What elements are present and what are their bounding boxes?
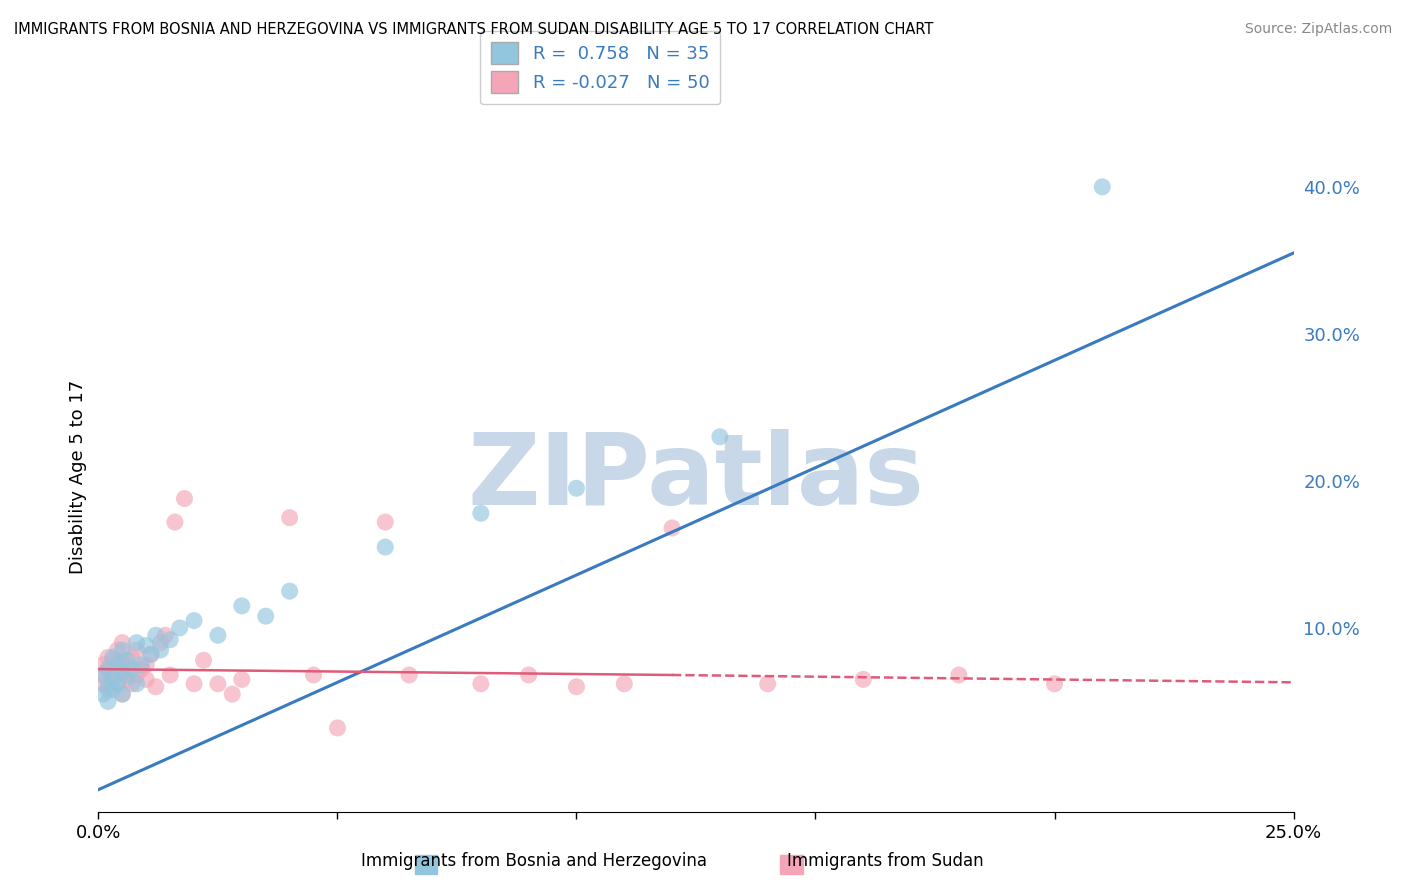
Point xyxy=(91,687,114,701)
Point xyxy=(231,673,253,687)
Point xyxy=(221,687,243,701)
Point xyxy=(111,687,134,701)
Point xyxy=(183,614,205,628)
Point xyxy=(145,680,167,694)
Point xyxy=(97,662,120,676)
Point xyxy=(756,677,779,691)
Point xyxy=(125,677,148,691)
Point xyxy=(97,662,120,676)
Point xyxy=(254,609,277,624)
Point xyxy=(97,680,120,694)
Point xyxy=(101,682,124,697)
Point xyxy=(661,521,683,535)
Point xyxy=(1043,677,1066,691)
Point xyxy=(139,648,162,662)
Point xyxy=(125,643,148,657)
Point xyxy=(278,584,301,599)
Point xyxy=(149,643,172,657)
Point xyxy=(107,677,129,691)
Point xyxy=(852,673,875,687)
Point xyxy=(111,687,134,701)
Point xyxy=(302,668,325,682)
Point xyxy=(111,665,134,679)
Point xyxy=(97,694,120,708)
Point xyxy=(1091,179,1114,194)
Point xyxy=(517,668,540,682)
Point xyxy=(91,657,114,672)
Text: ZIPatlas: ZIPatlas xyxy=(468,429,924,525)
Point xyxy=(709,430,731,444)
Point xyxy=(159,632,181,647)
Point xyxy=(91,668,114,682)
Point xyxy=(121,662,143,676)
Point xyxy=(91,668,114,682)
Point xyxy=(121,677,143,691)
Point xyxy=(107,643,129,657)
Point xyxy=(163,515,186,529)
Point xyxy=(169,621,191,635)
Point xyxy=(115,657,138,672)
Point xyxy=(101,650,124,665)
Point xyxy=(101,673,124,687)
Text: Source: ZipAtlas.com: Source: ZipAtlas.com xyxy=(1244,22,1392,37)
Point xyxy=(613,677,636,691)
Point xyxy=(565,680,588,694)
Point xyxy=(97,682,120,697)
Point xyxy=(125,668,148,682)
Point xyxy=(135,673,157,687)
Text: IMMIGRANTS FROM BOSNIA AND HERZEGOVINA VS IMMIGRANTS FROM SUDAN DISABILITY AGE 5: IMMIGRANTS FROM BOSNIA AND HERZEGOVINA V… xyxy=(14,22,934,37)
Point xyxy=(107,677,129,691)
Point xyxy=(565,481,588,495)
Point xyxy=(948,668,970,682)
Text: Immigrants from Sudan: Immigrants from Sudan xyxy=(787,852,984,870)
Point xyxy=(173,491,195,506)
Point xyxy=(111,653,134,667)
Point xyxy=(326,721,349,735)
Point xyxy=(115,673,138,687)
Point xyxy=(193,653,215,667)
Point xyxy=(470,677,492,691)
Point xyxy=(101,665,124,679)
Point xyxy=(398,668,420,682)
Point xyxy=(470,506,492,520)
Point xyxy=(231,599,253,613)
Point xyxy=(145,628,167,642)
Point xyxy=(97,650,120,665)
Point xyxy=(125,635,148,649)
Point xyxy=(111,643,134,657)
Text: Immigrants from Bosnia and Herzegovina: Immigrants from Bosnia and Herzegovina xyxy=(361,852,707,870)
Point xyxy=(101,673,124,687)
Point xyxy=(374,540,396,554)
Point xyxy=(149,635,172,649)
Point xyxy=(111,635,134,649)
Point xyxy=(207,677,229,691)
Point xyxy=(183,677,205,691)
Point xyxy=(131,657,153,672)
Point xyxy=(135,657,157,672)
Legend: R =  0.758   N = 35, R = -0.027   N = 50: R = 0.758 N = 35, R = -0.027 N = 50 xyxy=(481,31,720,104)
Point xyxy=(121,650,143,665)
Point xyxy=(101,653,124,667)
Point xyxy=(131,662,153,676)
Point xyxy=(374,515,396,529)
Point xyxy=(159,668,181,682)
Point xyxy=(111,665,134,679)
Point xyxy=(91,677,114,691)
Point xyxy=(135,639,157,653)
Point xyxy=(278,510,301,524)
Y-axis label: Disability Age 5 to 17: Disability Age 5 to 17 xyxy=(69,380,87,574)
Point xyxy=(115,668,138,682)
Point xyxy=(115,653,138,667)
Point xyxy=(207,628,229,642)
Point xyxy=(107,657,129,672)
Point xyxy=(139,648,162,662)
Point xyxy=(155,628,177,642)
